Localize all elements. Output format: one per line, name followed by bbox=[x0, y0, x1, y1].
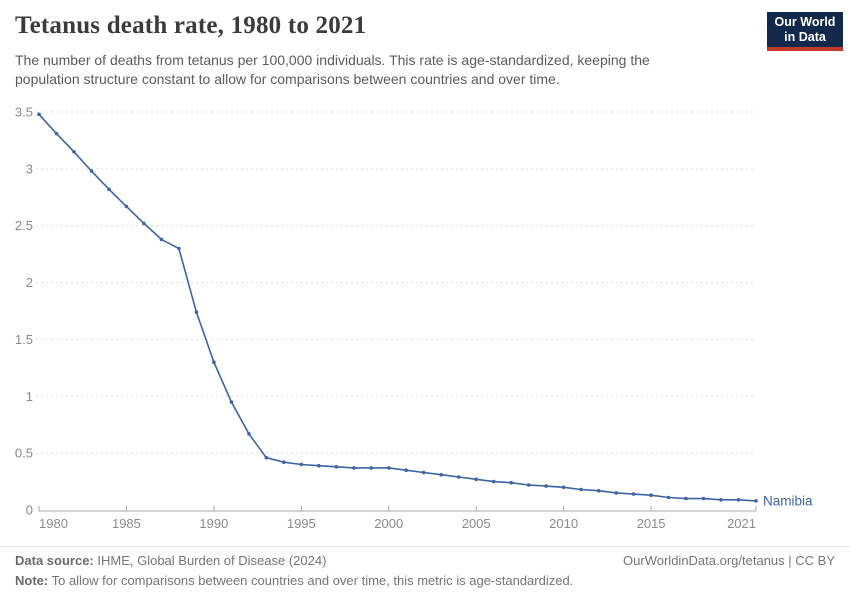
x-axis-tick-label: 1980 bbox=[39, 516, 68, 531]
y-axis-tick-label: 3 bbox=[26, 161, 33, 176]
data-point[interactable] bbox=[37, 112, 41, 117]
data-point[interactable] bbox=[177, 246, 181, 251]
x-axis-tick-label: 1995 bbox=[287, 516, 316, 531]
logo-accent-bar bbox=[767, 47, 843, 51]
data-point[interactable] bbox=[317, 463, 321, 468]
datasource-text: IHME, Global Burden of Disease (2024) bbox=[93, 553, 327, 568]
chart-subtitle: The number of deaths from tetanus per 10… bbox=[15, 52, 650, 87]
data-point[interactable] bbox=[159, 237, 164, 242]
y-axis-tick-label: 3.5 bbox=[15, 105, 33, 120]
data-point[interactable] bbox=[614, 491, 618, 495]
data-point[interactable] bbox=[264, 455, 269, 460]
data-point[interactable] bbox=[247, 432, 251, 436]
data-point[interactable] bbox=[142, 221, 146, 226]
series-label-namibia[interactable]: Namibia bbox=[763, 493, 813, 508]
y-axis-tick-label: 2 bbox=[26, 275, 33, 290]
data-point[interactable] bbox=[54, 131, 59, 136]
line-chart-plot[interactable]: 0 0.5 1 1.5 2 2.5 3 3.5 1980 1985 1990 1995 2000 2005… bbox=[0, 95, 850, 545]
data-point[interactable] bbox=[579, 487, 583, 492]
data-point[interactable] bbox=[754, 499, 758, 503]
note-line: Note: To allow for comparisons between c… bbox=[15, 571, 835, 591]
data-point[interactable] bbox=[229, 400, 234, 404]
data-point[interactable] bbox=[107, 187, 111, 192]
y-axis-tick-label: 1 bbox=[26, 389, 33, 404]
attribution-link[interactable]: OurWorldinData.org/tetanus | CC BY bbox=[623, 553, 835, 568]
data-point[interactable] bbox=[404, 468, 409, 473]
data-point[interactable] bbox=[666, 495, 671, 500]
page-title: Tetanus death rate, 1980 to 2021 bbox=[15, 12, 367, 39]
data-point[interactable] bbox=[194, 310, 199, 314]
y-axis-tick-label: 0 bbox=[26, 503, 33, 518]
data-point[interactable] bbox=[491, 479, 496, 484]
data-point[interactable] bbox=[369, 466, 374, 470]
data-point[interactable] bbox=[124, 204, 129, 209]
logo-text-line2: in Data bbox=[784, 30, 826, 44]
chart-footer: Data source: IHME, Global Burden of Dise… bbox=[0, 546, 850, 591]
logo-text-line1: Our World bbox=[774, 15, 836, 29]
data-point[interactable] bbox=[561, 485, 566, 490]
data-point[interactable] bbox=[89, 169, 94, 173]
series-line-namibia[interactable] bbox=[38, 113, 757, 502]
data-point[interactable] bbox=[474, 477, 479, 482]
data-point[interactable] bbox=[212, 360, 216, 365]
data-point[interactable] bbox=[631, 492, 636, 496]
data-point[interactable] bbox=[719, 498, 723, 502]
datasource-line: Data source: IHME, Global Burden of Dise… bbox=[15, 551, 326, 571]
data-point[interactable] bbox=[596, 488, 601, 493]
data-point[interactable] bbox=[456, 475, 461, 479]
data-point[interactable] bbox=[334, 465, 339, 469]
data-point[interactable] bbox=[439, 472, 444, 477]
data-point[interactable] bbox=[421, 470, 426, 475]
data-point[interactable] bbox=[387, 466, 391, 470]
owid-logo[interactable]: Our World in Data bbox=[767, 12, 843, 51]
data-point[interactable] bbox=[649, 493, 653, 498]
x-axis-tick-label: 2021 bbox=[727, 516, 756, 531]
data-point[interactable] bbox=[701, 496, 706, 501]
data-point[interactable] bbox=[684, 496, 688, 501]
data-point[interactable] bbox=[526, 483, 531, 487]
x-axis-tick-label: 2010 bbox=[549, 516, 578, 531]
datasource-label: Data source: bbox=[15, 553, 94, 568]
data-point[interactable] bbox=[509, 480, 513, 485]
data-point[interactable] bbox=[282, 460, 286, 465]
note-label: Note: bbox=[15, 573, 49, 588]
y-axis-tick-label: 1.5 bbox=[15, 332, 33, 347]
data-point[interactable] bbox=[352, 466, 356, 470]
x-axis-tick-label: 2015 bbox=[637, 516, 666, 531]
x-axis-tick-label: 1990 bbox=[199, 516, 228, 531]
data-point[interactable] bbox=[544, 484, 548, 488]
data-point[interactable] bbox=[736, 498, 741, 502]
y-axis-tick-label: 2.5 bbox=[15, 218, 33, 233]
data-point[interactable] bbox=[72, 150, 76, 154]
x-axis-tick-label: 1985 bbox=[112, 516, 141, 531]
note-text: To allow for comparisons between countri… bbox=[48, 573, 574, 588]
y-axis-tick-label: 0.5 bbox=[15, 446, 33, 461]
x-axis-tick-label: 2005 bbox=[462, 516, 491, 531]
x-axis-tick-label: 2000 bbox=[374, 516, 403, 531]
data-point[interactable] bbox=[299, 462, 304, 467]
